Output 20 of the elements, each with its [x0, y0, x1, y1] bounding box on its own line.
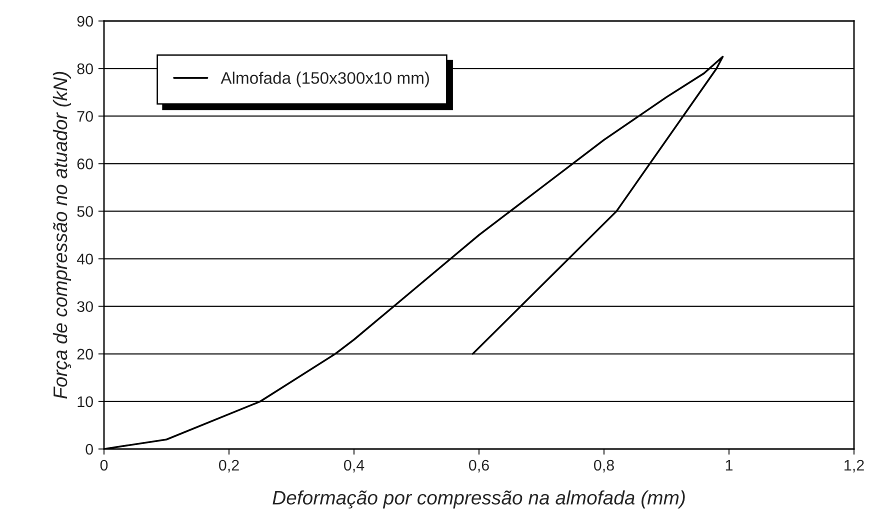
y-tick-label: 20: [77, 348, 93, 360]
y-tick-label: 30: [77, 301, 93, 312]
x-tick-label: 1,2: [844, 460, 864, 472]
x-tick-label: 0: [100, 460, 108, 471]
x-tick-label: 1: [726, 460, 733, 470]
y-tick-label: 50: [77, 206, 93, 217]
legend-label: Almofada (150x300x10 mm): [220, 72, 429, 88]
y-tick-label: 60: [77, 158, 93, 170]
y-tick-label: 80: [77, 63, 93, 74]
x-axis-title: Deformação por compressão na almofada (mm): [272, 490, 685, 508]
y-tick-label: 10: [78, 396, 93, 408]
x-tick-label: 0,2: [218, 460, 239, 472]
y-tick-label: 40: [76, 254, 93, 264]
x-tick-label: 0,6: [468, 460, 489, 472]
x-tick-label: 0,4: [344, 460, 364, 472]
y-tick-label: 70: [77, 110, 93, 122]
y-axis-title: Força de compressão no atuador (kN): [52, 72, 72, 399]
y-tick-label: 0: [86, 444, 93, 455]
x-tick-label: 0,8: [594, 460, 614, 472]
y-tick-label: 90: [77, 16, 93, 27]
